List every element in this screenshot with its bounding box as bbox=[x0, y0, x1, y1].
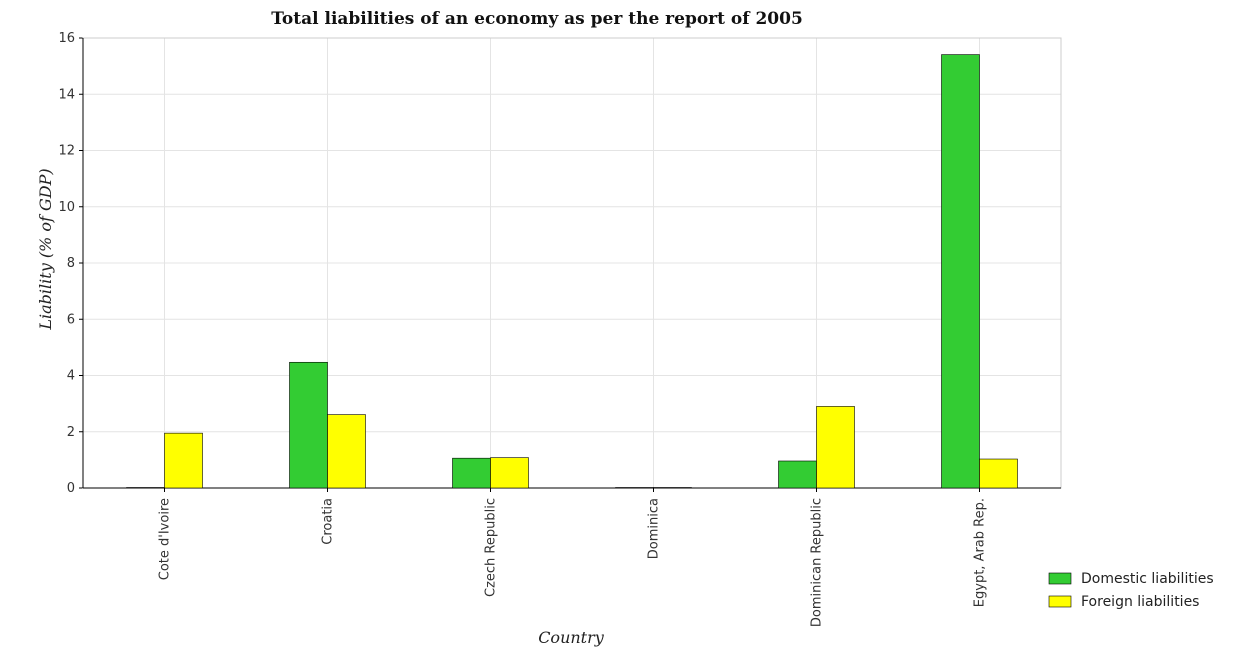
bars bbox=[126, 54, 1018, 489]
grid-lines bbox=[83, 37, 1061, 489]
bar-foreign bbox=[653, 487, 692, 489]
y-tick-label: 0 bbox=[67, 481, 75, 496]
bar-foreign bbox=[164, 432, 203, 489]
y-tick-label: 16 bbox=[58, 31, 75, 46]
bar-domestic bbox=[289, 361, 328, 489]
bar-domestic bbox=[778, 460, 817, 489]
bar-foreign bbox=[327, 414, 366, 489]
x-tick-label: Egypt, Arab Rep. bbox=[973, 498, 988, 607]
legend-label-foreign: Foreign liabilities bbox=[1081, 594, 1199, 610]
x-tick-label: Croatia bbox=[321, 498, 336, 545]
y-tick-label: 2 bbox=[67, 425, 75, 440]
bar-domestic bbox=[615, 487, 654, 489]
x-tick-label: Cote d'Ivoire bbox=[158, 498, 173, 580]
y-tick-label: 4 bbox=[67, 369, 75, 384]
bar-foreign bbox=[816, 406, 855, 489]
chart-title: Total liabilities of an economy as per t… bbox=[271, 9, 803, 29]
bar-domestic bbox=[452, 457, 491, 489]
legend-swatch-foreign bbox=[1048, 595, 1072, 608]
y-tick-label: 14 bbox=[58, 87, 75, 102]
x-axis-label: Country bbox=[538, 628, 605, 647]
x-tick-label: Dominica bbox=[647, 498, 662, 559]
y-tick-label: 8 bbox=[67, 256, 75, 271]
y-tick-label: 10 bbox=[58, 200, 75, 215]
x-tick-label: Dominican Republic bbox=[810, 498, 825, 627]
y-axis-label: Liability (% of GDP) bbox=[36, 168, 55, 330]
tick-labels: 0 2 4 6 8 10 12 14 16 Cote d'Ivoire Croatia Czech R… bbox=[58, 31, 987, 627]
bar-domestic bbox=[941, 54, 980, 489]
bar-foreign bbox=[490, 457, 529, 489]
legend-swatch-domestic bbox=[1048, 572, 1072, 585]
legend-label-domestic: Domestic liabilities bbox=[1081, 571, 1214, 587]
axes bbox=[79, 37, 1062, 492]
bar-domestic bbox=[126, 487, 165, 489]
bar-foreign bbox=[979, 458, 1018, 489]
legend: Domestic liabilities Foreign liabilities bbox=[1048, 571, 1214, 610]
y-tick-label: 6 bbox=[67, 312, 75, 327]
y-tick-label: 12 bbox=[58, 144, 75, 159]
x-tick-label: Czech Republic bbox=[484, 498, 499, 597]
